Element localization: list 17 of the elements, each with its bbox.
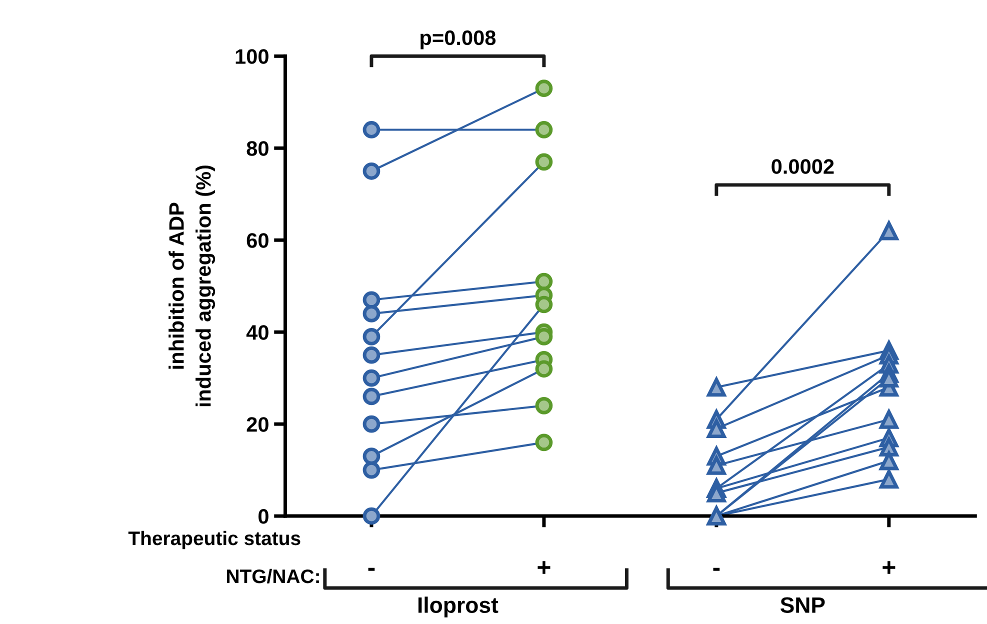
y-tick-label: 60: [246, 233, 268, 248]
y-tick-label: 100: [236, 49, 268, 64]
x-tick-label: +: [882, 561, 896, 574]
text: Therapeutic status: [128, 530, 300, 550]
text: NTG/NAC:: [227, 568, 319, 584]
y-tick-label: 80: [246, 141, 268, 156]
x-tick-label: -: [368, 568, 375, 571]
annotation: 0.0002: [772, 159, 834, 174]
x-tick-label: -: [713, 568, 720, 571]
x-tick-label: +: [538, 561, 550, 574]
y-tick-label: 0: [258, 509, 268, 524]
y-tick-label: 40: [246, 325, 268, 340]
y-tick-label: 20: [246, 417, 268, 432]
text: Iloprost: [418, 596, 498, 618]
y-axis-title: inhibition of ADP induced aggregation (%): [168, 166, 216, 406]
text: SNP: [780, 597, 825, 613]
text: p=0.008: [420, 30, 496, 50]
